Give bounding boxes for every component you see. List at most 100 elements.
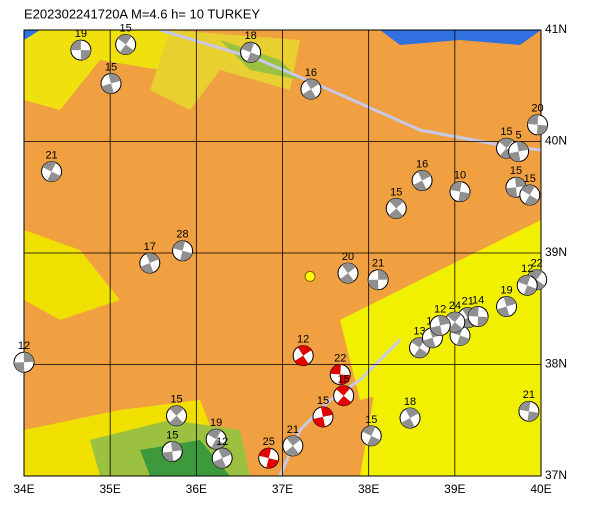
beachball-quadrant xyxy=(528,269,545,290)
beachball-quadrant xyxy=(362,425,381,446)
depth-label: 21 xyxy=(462,296,474,308)
focal-mechanism xyxy=(139,252,161,274)
depth-label: 25 xyxy=(263,436,275,448)
depth-label: 12 xyxy=(18,340,30,352)
depth-label: 19 xyxy=(75,28,87,40)
focal-mechanism xyxy=(385,197,407,219)
depth-label: 22 xyxy=(531,258,543,270)
depth-label: 20 xyxy=(531,103,543,115)
focal-mechanism xyxy=(429,314,451,336)
focal-mechanism xyxy=(161,440,183,462)
x-tick-label: 40E xyxy=(530,482,551,496)
focal-mechanism xyxy=(508,141,530,163)
beachball-quadrant xyxy=(527,114,548,135)
focal-mechanism xyxy=(360,425,382,447)
beachball-quadrant xyxy=(70,40,91,61)
depth-label: 15 xyxy=(170,394,182,406)
beachball-quadrant xyxy=(241,42,260,63)
focal-mechanism xyxy=(115,33,137,55)
focal-mechanism xyxy=(519,184,541,206)
depth-label: 20 xyxy=(342,251,354,263)
focal-mechanism xyxy=(172,240,194,262)
beachball-quadrant xyxy=(388,198,404,219)
depth-label: 15 xyxy=(510,165,522,177)
depth-label: 21 xyxy=(372,258,384,270)
beachball-quadrant xyxy=(313,406,333,427)
depth-label: 12 xyxy=(434,303,446,315)
depth-label: 16 xyxy=(416,158,428,170)
beachball-quadrant xyxy=(162,441,183,462)
depth-label: 19 xyxy=(210,417,222,429)
depth-label: 19 xyxy=(500,284,512,296)
beachball-quadrant xyxy=(519,401,539,422)
depth-label: 15 xyxy=(166,429,178,441)
beachball-quadrant xyxy=(172,240,193,261)
x-tick-label: 38E xyxy=(358,482,379,496)
depth-label: 28 xyxy=(176,229,188,241)
beachball-quadrant xyxy=(506,177,526,198)
focal-mechanism xyxy=(312,406,334,428)
depth-label: 12 xyxy=(297,333,309,345)
y-tick-label: 39N xyxy=(545,245,567,259)
depth-label: 12 xyxy=(216,436,228,448)
focal-mechanism xyxy=(166,405,188,427)
beachball-quadrant xyxy=(117,34,134,55)
beachball-quadrant xyxy=(517,275,537,296)
focal-mechanism xyxy=(258,447,280,469)
focal-mechanism xyxy=(211,447,233,469)
y-tick-label: 40N xyxy=(545,134,567,148)
y-tick-label: 41N xyxy=(545,22,567,36)
depth-label: 15 xyxy=(105,61,117,73)
depth-label: 5 xyxy=(516,129,522,141)
beachball-quadrant xyxy=(42,161,61,182)
beachball-quadrant xyxy=(302,79,320,100)
focal-mechanism xyxy=(100,73,122,95)
focal-mechanism xyxy=(205,428,227,450)
focal-mechanism xyxy=(467,306,489,328)
beachball-quadrant xyxy=(508,141,529,162)
focal-mechanism xyxy=(518,400,540,422)
depth-label: 10 xyxy=(454,170,466,182)
depth-label: 12 xyxy=(521,263,533,275)
focal-mechanism xyxy=(399,407,421,429)
y-tick-label: 38N xyxy=(545,357,567,371)
beachball-quadrant xyxy=(411,337,428,358)
depth-label: 15 xyxy=(524,173,536,185)
x-tick-label: 34E xyxy=(13,482,34,496)
y-tick-label: 37N xyxy=(545,468,567,482)
depth-label: 18 xyxy=(404,396,416,408)
beachball-quadrant xyxy=(169,405,184,426)
beachball-quadrant xyxy=(336,385,352,406)
epicenter xyxy=(304,270,316,282)
focal-mechanism xyxy=(292,345,314,367)
beachball-quadrant xyxy=(213,448,232,469)
beachball-quadrant xyxy=(450,181,470,202)
depth-label: 15 xyxy=(365,414,377,426)
x-tick-label: 39E xyxy=(444,482,465,496)
depth-label: 15 xyxy=(390,186,402,198)
focal-mechanism xyxy=(409,337,431,359)
depth-label: 15 xyxy=(338,374,350,386)
beachball-quadrant xyxy=(368,269,389,290)
focal-mechanism xyxy=(411,170,433,192)
beachball-quadrant xyxy=(521,185,539,206)
beachball-quadrant xyxy=(101,73,121,94)
focal-mechanism xyxy=(41,161,63,183)
beachball-quadrant xyxy=(413,170,431,191)
focal-mechanism xyxy=(449,181,471,203)
depth-label: 21 xyxy=(523,389,535,401)
beachball-quadrant xyxy=(468,306,489,327)
beachball-quadrant xyxy=(207,429,225,450)
beachball-quadrant xyxy=(430,315,450,336)
depth-label: 24 xyxy=(449,300,461,312)
depth-label: 21 xyxy=(287,424,299,436)
focal-mechanism xyxy=(240,41,262,63)
focal-mechanism xyxy=(367,269,389,291)
beachball-quadrant xyxy=(340,263,356,284)
focal-mechanism xyxy=(496,296,518,318)
focal-mechanism xyxy=(70,39,92,61)
x-tick-label: 37E xyxy=(272,482,293,496)
focal-mechanism xyxy=(13,351,35,373)
beachball-quadrant xyxy=(447,312,463,333)
